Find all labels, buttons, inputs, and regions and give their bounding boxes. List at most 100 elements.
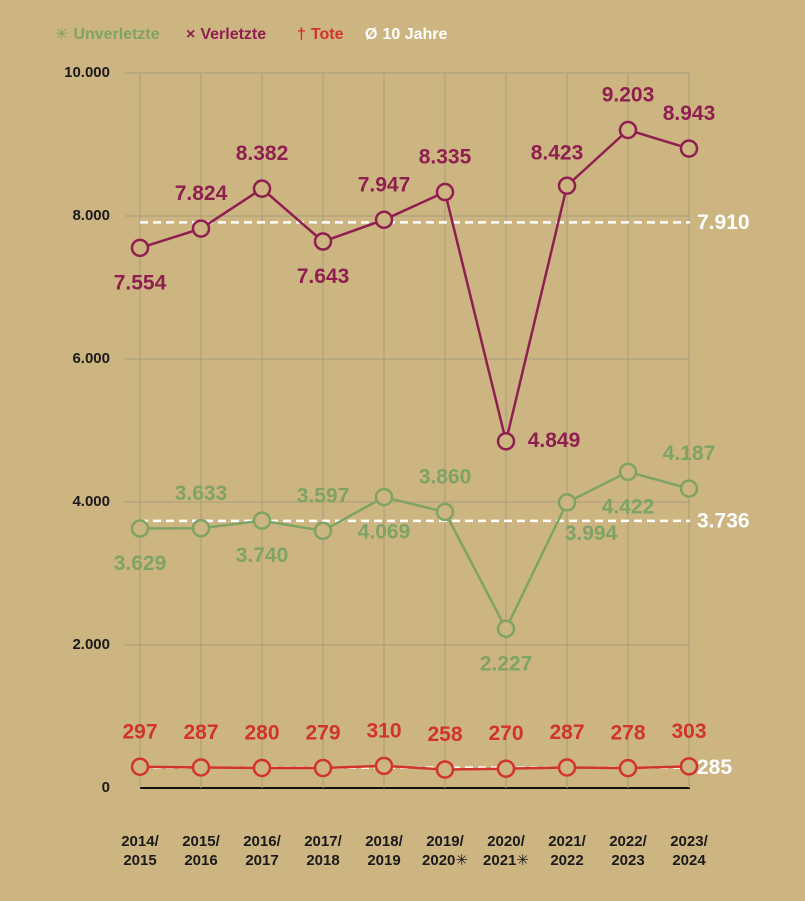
x-tick-label-line: 2015 <box>123 852 156 869</box>
data-label: 8.382 <box>236 142 289 165</box>
x-tick-label-line: 2020/ <box>487 833 525 850</box>
data-label: 297 <box>122 720 157 743</box>
x-tick-label-line: 2016 <box>184 852 217 869</box>
legend-label: Tote <box>311 26 344 43</box>
data-label: 3.860 <box>419 466 472 489</box>
x-tick-label-line: 2022 <box>550 852 583 869</box>
data-label: 258 <box>427 723 462 746</box>
x-tick-label-line: 2024 <box>672 852 706 869</box>
data-point <box>618 120 638 140</box>
x-tick-label-line: 2018 <box>306 852 339 869</box>
data-label: 2.227 <box>480 652 533 675</box>
x-tick-label: 2017/2018 <box>304 833 342 869</box>
data-point <box>557 758 577 777</box>
legend-entry: ✳ Unverletzte <box>55 26 160 43</box>
data-label: 3.633 <box>175 482 228 505</box>
series-line <box>139 128 690 442</box>
x-tick-label: 2016/2017 <box>243 833 281 869</box>
data-point <box>496 619 516 639</box>
x-tick-label: 2014/2015 <box>121 833 159 869</box>
data-label: 310 <box>366 719 401 742</box>
data-point <box>435 182 455 202</box>
data-point <box>557 493 577 512</box>
data-label: 270 <box>488 722 523 745</box>
x-tick-label: 2020/2021✳ <box>483 833 529 869</box>
y-tick-label: 4.000 <box>72 493 110 510</box>
data-point <box>618 758 638 778</box>
x-tick-label-line: 2021/ <box>548 833 586 850</box>
legend-marker: ✳ <box>55 26 68 43</box>
data-label: 3.740 <box>236 544 289 567</box>
data-point <box>130 519 150 538</box>
y-tick-label: 0 <box>102 779 110 796</box>
y-tick-label: 6.000 <box>72 350 110 367</box>
data-label: 4.849 <box>528 429 581 452</box>
average-label: 285 <box>697 756 732 779</box>
data-point <box>191 219 211 238</box>
data-point <box>435 502 455 522</box>
data-label: 8.335 <box>419 146 472 169</box>
data-point <box>252 179 272 198</box>
average-label: 3.736 <box>697 509 750 532</box>
data-point <box>130 757 150 777</box>
data-label: 3.597 <box>297 484 350 507</box>
legend-marker: Ø <box>365 26 377 43</box>
data-point <box>496 759 516 778</box>
x-tick-label: 2019/2020✳ <box>422 833 468 869</box>
data-label: 287 <box>183 721 218 744</box>
data-label: 7.643 <box>297 265 350 288</box>
data-point <box>374 487 394 507</box>
legend-label: 10 Jahre <box>382 26 447 43</box>
data-point <box>679 139 699 158</box>
x-tick-label-line: 2014/ <box>121 833 159 850</box>
data-point <box>496 432 516 451</box>
data-point <box>618 462 638 482</box>
data-label: 7.824 <box>175 182 228 205</box>
data-label: 4.069 <box>358 521 411 544</box>
data-point <box>374 756 394 776</box>
data-point <box>130 238 150 258</box>
data-point <box>313 521 333 541</box>
data-point <box>679 479 699 498</box>
data-label: 7.947 <box>358 173 411 196</box>
x-tick-label: 2018/2019 <box>365 833 403 869</box>
series-line <box>139 470 690 632</box>
data-point <box>191 518 211 538</box>
data-point <box>252 758 272 778</box>
data-label: 8.943 <box>663 102 716 125</box>
data-point <box>374 210 394 230</box>
x-tick-label-line: 2016/ <box>243 833 281 850</box>
data-label: 287 <box>549 721 584 744</box>
data-label: 303 <box>671 720 706 743</box>
data-point <box>252 511 272 530</box>
x-tick-label-line: 2015/ <box>182 833 220 850</box>
data-label: 3.994 <box>565 522 618 545</box>
x-tick-label-line: 2019/ <box>426 833 464 850</box>
data-point <box>313 232 333 251</box>
x-tick-label-line: 2018/ <box>365 833 403 850</box>
x-tick-label-line: 2020✳ <box>422 852 468 869</box>
data-label: 280 <box>244 722 279 745</box>
data-label: 9.203 <box>602 84 655 107</box>
data-label: 7.554 <box>114 271 167 294</box>
x-tick-label: 2021/2022 <box>548 833 586 869</box>
average-label: 7.910 <box>697 211 750 234</box>
y-tick-label: 2.000 <box>72 636 110 653</box>
data-label: 278 <box>610 722 645 745</box>
data-label: 8.423 <box>531 141 584 164</box>
data-point <box>679 757 699 776</box>
x-tick-label-line: 2022/ <box>609 833 647 850</box>
x-tick-label: 2023/2024 <box>670 833 708 869</box>
x-tick-label-line: 2019 <box>367 852 400 869</box>
y-tick-label: 8.000 <box>72 207 110 224</box>
data-point <box>557 176 577 196</box>
legend-entry: † Tote <box>297 26 344 43</box>
x-tick-label-line: 2017/ <box>304 833 342 850</box>
legend-label: Unverletzte <box>73 26 159 43</box>
x-tick-label-line: 2021✳ <box>483 852 529 869</box>
legend-entry: Ø 10 Jahre <box>365 26 447 43</box>
x-tick-label-line: 2023 <box>611 852 644 869</box>
x-tick-label: 2015/2016 <box>182 833 220 869</box>
